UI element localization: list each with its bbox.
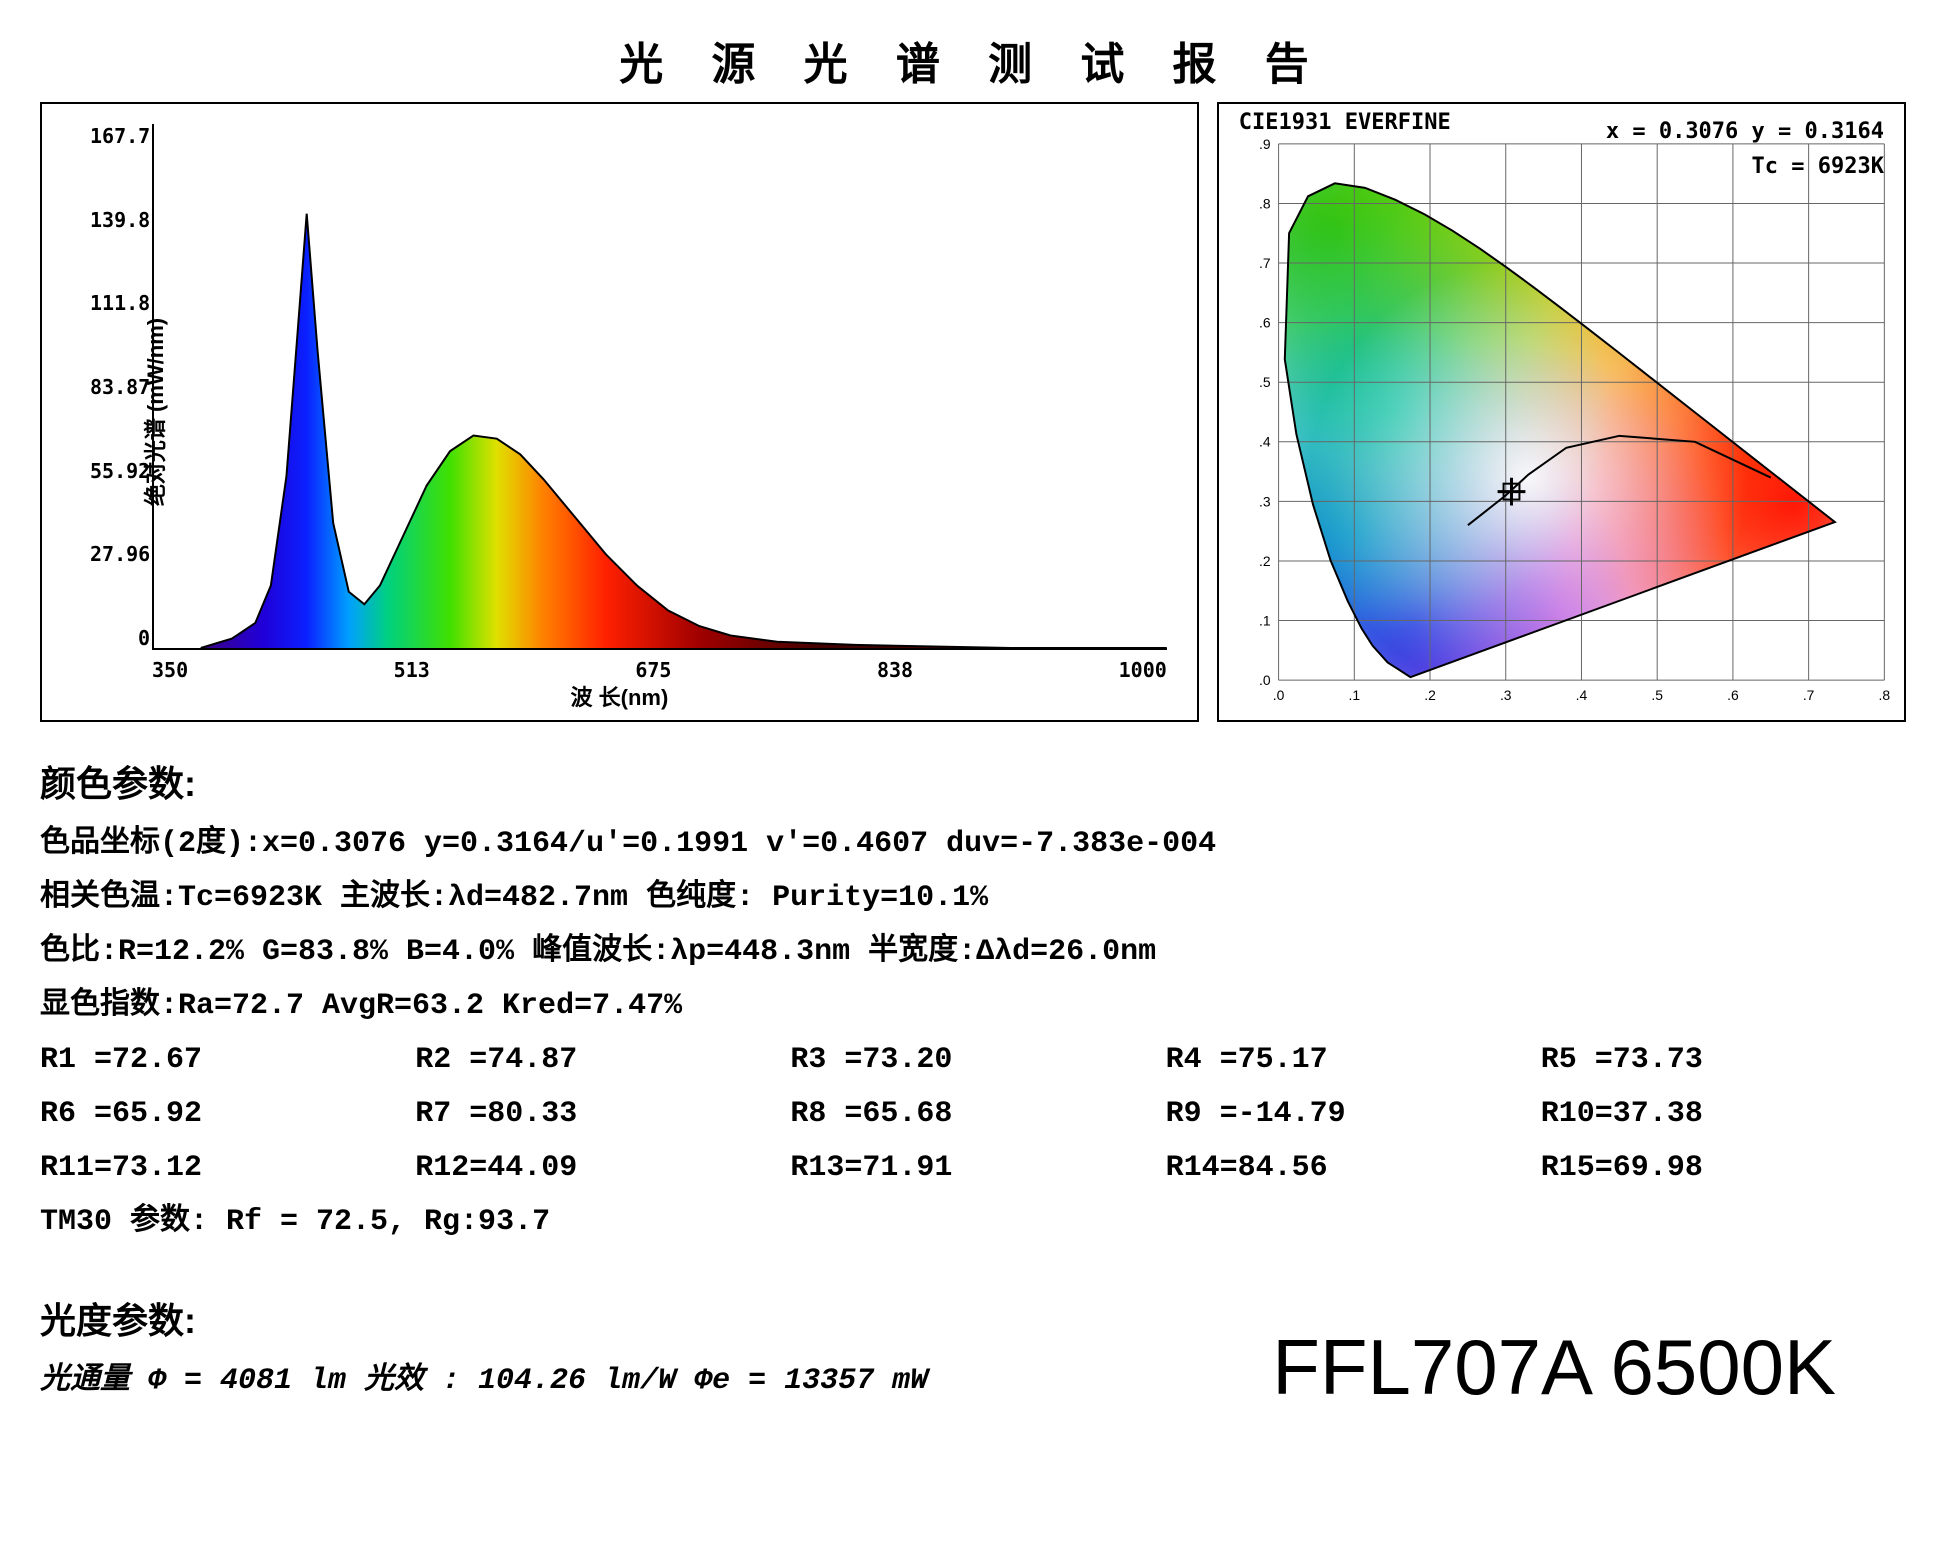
svg-text:.0: .0	[1273, 687, 1285, 703]
r-value: R7 =80.33	[415, 1087, 780, 1141]
svg-text:.2: .2	[1259, 553, 1271, 569]
spectrum-y-tick: 27.96	[90, 542, 150, 566]
svg-text:.9: .9	[1259, 136, 1271, 152]
svg-text:.5: .5	[1651, 687, 1663, 703]
svg-text:.6: .6	[1727, 687, 1739, 703]
spectrum-x-tick: 350	[152, 658, 188, 682]
spectrum-x-label: 波 长(nm)	[571, 680, 669, 712]
cie-overlay: x = 0.3076 y = 0.3164 Tc = 6923K	[1606, 114, 1884, 184]
r-value: R9 =-14.79	[1166, 1087, 1531, 1141]
r-value: R6 =65.92	[40, 1087, 405, 1141]
r-value: R14=84.56	[1166, 1141, 1531, 1195]
cct-line: 相关色温:Tc=6923K 主波长:λd=482.7nm 色纯度: Purity…	[40, 871, 1906, 925]
spectrum-x-tick: 675	[635, 658, 671, 682]
svg-text:.7: .7	[1803, 687, 1815, 703]
svg-text:.3: .3	[1259, 493, 1271, 509]
model-label: FFL707A 6500K	[1272, 1297, 1836, 1437]
r-value: R13=71.91	[790, 1141, 1155, 1195]
svg-text:.6: .6	[1259, 315, 1271, 331]
r-value: R15=69.98	[1541, 1141, 1906, 1195]
spectrum-chart: 绝对光谱 (mW/nm) 167.7139.8111.883.8755.9227…	[40, 102, 1199, 722]
cie-chart: CIE1931 EVERFINE .0 .1 .2 .3 .4 .5 .6 .7 .8 .0 .1.…	[1217, 102, 1906, 722]
r-value: R1 =72.67	[40, 1033, 405, 1087]
spectrum-svg	[154, 124, 1167, 648]
svg-text:.4: .4	[1575, 687, 1587, 703]
parameters-block: 颜色参数: 色品坐标(2度):x=0.3076 y=0.3164/u'=0.19…	[40, 752, 1906, 1408]
spectrum-x-tick: 838	[877, 658, 913, 682]
spectrum-x-tick: 1000	[1119, 658, 1167, 682]
cie-watermark: CIE1931 EVERFINE	[1239, 110, 1451, 135]
spectrum-y-tick: 139.8	[90, 208, 150, 232]
r-value: R10=37.38	[1541, 1087, 1906, 1141]
r-value: R8 =65.68	[790, 1087, 1155, 1141]
charts-row: 绝对光谱 (mW/nm) 167.7139.8111.883.8755.9227…	[40, 102, 1906, 722]
svg-text:.8: .8	[1878, 687, 1890, 703]
spectrum-y-tick: 167.7	[90, 124, 150, 148]
cri-line: 显色指数:Ra=72.7 AvgR=63.2 Kred=7.47%	[40, 979, 1906, 1033]
spectrum-y-ticks: 167.7 139.8 111.8 83.87 55.92 27.96 0	[90, 124, 150, 650]
r-value: R4 =75.17	[1166, 1033, 1531, 1087]
svg-text:.0: .0	[1259, 672, 1271, 688]
cie-tc-text: Tc = 6923K	[1606, 149, 1884, 184]
spectrum-y-tick: 111.8	[90, 291, 150, 315]
r-value: R11=73.12	[40, 1141, 405, 1195]
color-params-header: 颜色参数:	[40, 752, 1906, 817]
svg-text:.4: .4	[1259, 434, 1271, 450]
color-ratio-line: 色比:R=12.2% G=83.8% B=4.0% 峰值波长:λp=448.3n…	[40, 925, 1906, 979]
report-title: 光 源 光 谱 测 试 报 告	[40, 28, 1906, 92]
tm30-line: TM30 参数: Rf = 72.5, Rg:93.7	[40, 1195, 1906, 1249]
svg-text:.3: .3	[1500, 687, 1512, 703]
spectrum-y-tick: 55.92	[90, 459, 150, 483]
r-value: R3 =73.20	[790, 1033, 1155, 1087]
svg-text:.5: .5	[1259, 374, 1271, 390]
spectrum-plot-area	[152, 124, 1167, 650]
cie-svg: .0 .1 .2 .3 .4 .5 .6 .7 .8 .0 .1 .2 .3 .4 .5 .6 .7 .8 .9	[1219, 104, 1904, 720]
spectrum-y-tick: 0	[90, 626, 150, 650]
svg-text:.1: .1	[1259, 613, 1271, 629]
chromaticity-line: 色品坐标(2度):x=0.3076 y=0.3164/u'=0.1991 v'=…	[40, 817, 1906, 871]
r-value: R12=44.09	[415, 1141, 780, 1195]
r-values-grid: R1 =72.67R2 =74.87R3 =73.20R4 =75.17R5 =…	[40, 1033, 1906, 1195]
spectrum-x-tick: 513	[394, 658, 430, 682]
spectrum-x-ticks: 350 513 675 838 1000	[152, 658, 1167, 682]
svg-text:.2: .2	[1424, 687, 1436, 703]
svg-text:.1: .1	[1348, 687, 1360, 703]
r-value: R2 =74.87	[415, 1033, 780, 1087]
r-value: R5 =73.73	[1541, 1033, 1906, 1087]
spectrum-y-tick: 83.87	[90, 375, 150, 399]
svg-text:.7: .7	[1259, 255, 1271, 271]
svg-text:.8: .8	[1259, 195, 1271, 211]
cie-xy-text: x = 0.3076 y = 0.3164	[1606, 114, 1884, 149]
